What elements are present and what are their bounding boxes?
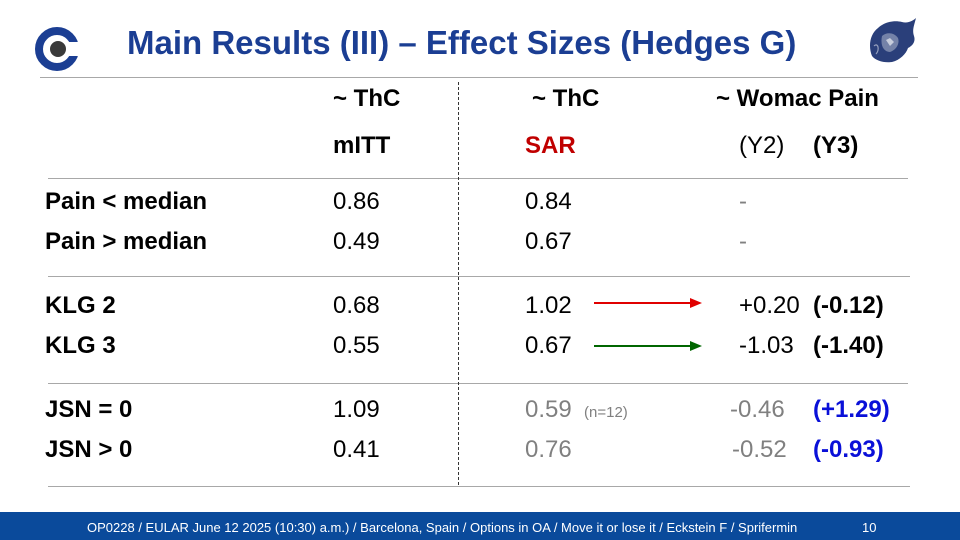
cell-y2: - xyxy=(739,228,747,255)
green-arrow-icon xyxy=(594,341,702,351)
header-col3-line1: ~ Womac Pain xyxy=(716,85,879,112)
row-label: JSN > 0 xyxy=(45,436,133,463)
cell-sar: 0.67 xyxy=(525,332,572,359)
cell-y3: (-1.40) xyxy=(813,332,884,359)
cell-sar-note: (n=12) xyxy=(584,404,628,421)
table-bottom-divider xyxy=(48,486,910,487)
cell-mitt: 0.49 xyxy=(333,228,380,255)
header-divider xyxy=(48,178,908,179)
cell-y2: -0.46 xyxy=(730,396,785,423)
footer-bar xyxy=(0,512,960,540)
cell-y2: -0.52 xyxy=(732,436,787,463)
lion-head-logo-icon xyxy=(870,18,916,63)
header-col1-line1: ~ ThC xyxy=(333,85,401,112)
header-y2: (Y2) xyxy=(739,132,785,159)
section-divider-2 xyxy=(48,383,908,384)
page-number: 10 xyxy=(862,520,877,535)
cell-y3: (-0.93) xyxy=(813,436,884,463)
cell-sar: 0.59 xyxy=(525,396,572,423)
header-col2-line1: ~ ThC xyxy=(532,85,600,112)
title-divider xyxy=(40,77,918,78)
cell-y2: -1.03 xyxy=(739,332,794,359)
header-col1-line2: mITT xyxy=(333,132,391,159)
cell-y2: - xyxy=(739,188,747,215)
row-label: Pain < median xyxy=(45,188,208,215)
row-label: KLG 2 xyxy=(45,292,116,319)
c-ring-logo-icon xyxy=(35,27,79,71)
cell-mitt: 0.41 xyxy=(333,436,380,463)
cell-mitt: 0.55 xyxy=(333,332,380,359)
header-col2-line2: SAR xyxy=(525,132,576,159)
cell-y3: (+1.29) xyxy=(813,396,890,423)
header-y3: (Y3) xyxy=(813,132,859,159)
row-label: Pain > median xyxy=(45,228,208,255)
column-divider xyxy=(458,82,459,485)
row-label: JSN = 0 xyxy=(45,396,133,423)
red-arrow-icon xyxy=(594,298,702,308)
cell-sar: 0.67 xyxy=(525,228,572,255)
cell-mitt: 1.09 xyxy=(333,396,380,423)
cell-y3: (-0.12) xyxy=(813,292,884,319)
cell-mitt: 0.86 xyxy=(333,188,380,215)
cell-y2: +0.20 xyxy=(739,292,800,319)
cell-sar: 0.84 xyxy=(525,188,572,215)
cell-mitt: 0.68 xyxy=(333,292,380,319)
section-divider-1 xyxy=(48,276,910,277)
slide-title: Main Results (III) – Effect Sizes (Hedge… xyxy=(127,24,797,61)
row-label: KLG 3 xyxy=(45,332,116,359)
footer-text: OP0228 / EULAR June 12 2025 (10:30) a.m.… xyxy=(87,520,798,535)
cell-sar: 0.76 xyxy=(525,436,572,463)
cell-sar: 1.02 xyxy=(525,292,572,319)
